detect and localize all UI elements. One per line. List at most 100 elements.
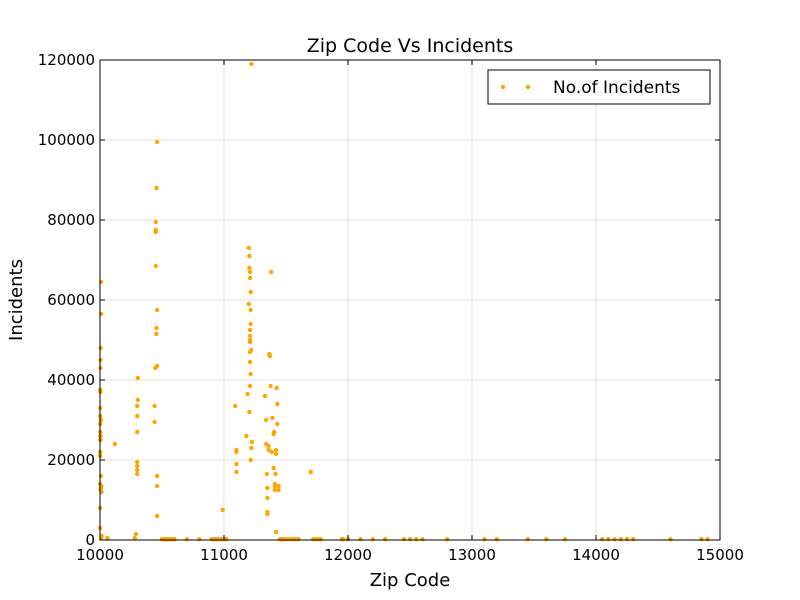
data-point	[631, 537, 636, 542]
data-point	[135, 429, 140, 435]
data-point	[248, 289, 253, 295]
data-point	[248, 307, 253, 313]
y-tick-label: 0	[85, 531, 95, 549]
data-point	[184, 537, 189, 542]
data-point	[244, 433, 249, 439]
data-point	[98, 437, 103, 443]
data-point	[308, 469, 313, 475]
data-point	[358, 537, 363, 542]
data-point	[247, 265, 252, 271]
data-point	[154, 325, 159, 331]
data-point	[248, 321, 253, 327]
data-point	[247, 253, 252, 259]
y-tick-label: 120000	[38, 51, 95, 69]
data-point	[482, 537, 487, 542]
data-point	[98, 417, 104, 423]
y-tick-label: 80000	[47, 211, 95, 229]
data-point	[544, 537, 549, 542]
data-point	[624, 537, 630, 542]
data-point	[153, 263, 158, 269]
data-point	[234, 447, 239, 453]
data-point	[246, 301, 251, 307]
data-point	[153, 227, 158, 233]
data-point	[370, 537, 375, 542]
data-point	[272, 483, 278, 489]
data-point	[247, 409, 252, 415]
data-point	[414, 537, 419, 542]
data-point	[273, 529, 279, 535]
x-tick-label: 15000	[696, 546, 744, 564]
data-point	[401, 537, 406, 542]
data-point	[296, 537, 301, 542]
y-axis-label: Incidents	[6, 259, 27, 341]
data-point	[132, 535, 137, 541]
data-point	[276, 483, 281, 489]
data-point	[275, 401, 280, 407]
data-point	[275, 421, 280, 427]
legend-marker	[500, 84, 506, 90]
data-point	[249, 445, 254, 451]
x-tick-label: 13000	[448, 546, 496, 564]
data-point	[220, 507, 225, 513]
data-point	[276, 487, 281, 493]
data-point	[267, 353, 273, 359]
data-point	[612, 537, 617, 542]
data-point	[154, 363, 160, 369]
x-tick-label: 11000	[200, 546, 248, 564]
legend: No.of Incidents	[487, 69, 711, 105]
data-point	[135, 463, 140, 469]
grid-lines	[99, 59, 721, 541]
data-point	[98, 433, 103, 439]
x-tick-label: 14000	[572, 546, 620, 564]
data-point	[245, 391, 250, 397]
y-tick-label: 60000	[47, 291, 95, 309]
data-point	[705, 537, 710, 542]
data-point	[340, 537, 346, 542]
data-point	[135, 467, 140, 473]
data-point	[525, 537, 530, 542]
data-point	[152, 403, 157, 409]
data-point	[112, 441, 118, 447]
data-point	[133, 531, 139, 537]
data-point	[699, 537, 704, 542]
data-point	[268, 269, 274, 275]
data-point	[248, 371, 253, 377]
data-point	[99, 533, 104, 539]
data-point	[135, 403, 140, 409]
data-point	[234, 461, 239, 467]
data-point	[265, 485, 270, 491]
data-point	[268, 383, 273, 389]
data-point	[105, 535, 110, 541]
data-point	[135, 459, 140, 465]
data-point	[247, 339, 253, 345]
data-point	[154, 139, 160, 145]
data-point	[247, 275, 253, 281]
data-point	[247, 383, 253, 389]
legend-label: No.of Incidents	[553, 78, 681, 98]
data-point	[383, 537, 388, 542]
y-tick-label: 100000	[38, 131, 95, 149]
data-point	[98, 345, 103, 351]
legend-marker	[525, 84, 531, 90]
data-point	[224, 537, 229, 542]
data-point	[232, 403, 238, 409]
data-point	[263, 417, 269, 423]
data-point	[247, 269, 253, 275]
data-point	[262, 393, 268, 399]
legend-box	[487, 69, 711, 105]
data-point	[318, 537, 323, 542]
data-point	[154, 331, 159, 337]
data-point	[606, 537, 611, 542]
data-point	[247, 327, 253, 333]
data-point	[197, 537, 202, 542]
data-point	[264, 471, 269, 477]
data-point	[273, 471, 278, 477]
data-point	[273, 451, 279, 457]
data-point	[154, 473, 160, 479]
data-point	[274, 385, 279, 391]
data-point	[135, 413, 140, 419]
data-point	[246, 245, 251, 251]
data-point	[153, 219, 158, 225]
data-point	[668, 537, 673, 542]
